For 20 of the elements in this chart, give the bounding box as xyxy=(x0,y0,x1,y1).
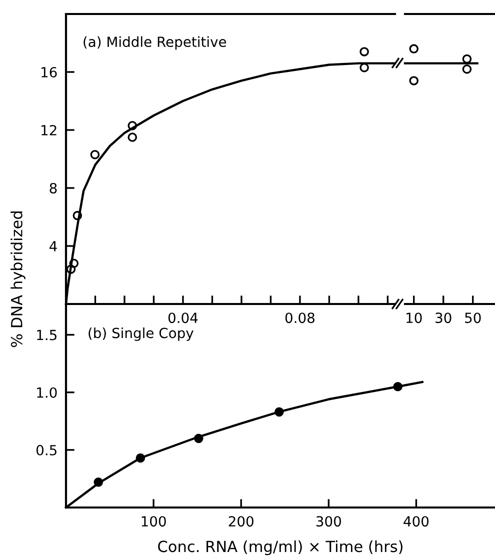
y-axis-title: % DNA hybridized xyxy=(10,211,26,348)
text: (a) Middle Repetitive xyxy=(84,36,226,50)
y-tick-label: 1.5 xyxy=(37,330,56,340)
x-tick-label: 50 xyxy=(465,312,481,324)
x-tick-label: 0.08 xyxy=(285,312,314,324)
x-tick-label: 30 xyxy=(436,312,452,324)
y-tick-label: 4 xyxy=(50,241,57,252)
y-tick-label: 16 xyxy=(42,66,57,78)
x-tick-label: 100 xyxy=(142,516,166,527)
y-tick-label: 12 xyxy=(42,124,56,136)
y-tick-label: 0.5 xyxy=(36,444,56,456)
x-axis-title: Conc. RNA (mg/ml) × Time (hrs) xyxy=(158,540,402,556)
x-tick-label: 400 xyxy=(404,516,429,527)
x-tick-label: 0.04 xyxy=(168,312,198,324)
x-tick-label: 200 xyxy=(228,516,254,527)
y-tick-label: 8 xyxy=(50,182,57,194)
x-tick-label: 300 xyxy=(316,516,341,527)
y-tick-label: 1.0 xyxy=(37,387,57,398)
text: (b) Single Copy xyxy=(88,327,194,341)
x-tick-label: 10 xyxy=(406,312,422,324)
